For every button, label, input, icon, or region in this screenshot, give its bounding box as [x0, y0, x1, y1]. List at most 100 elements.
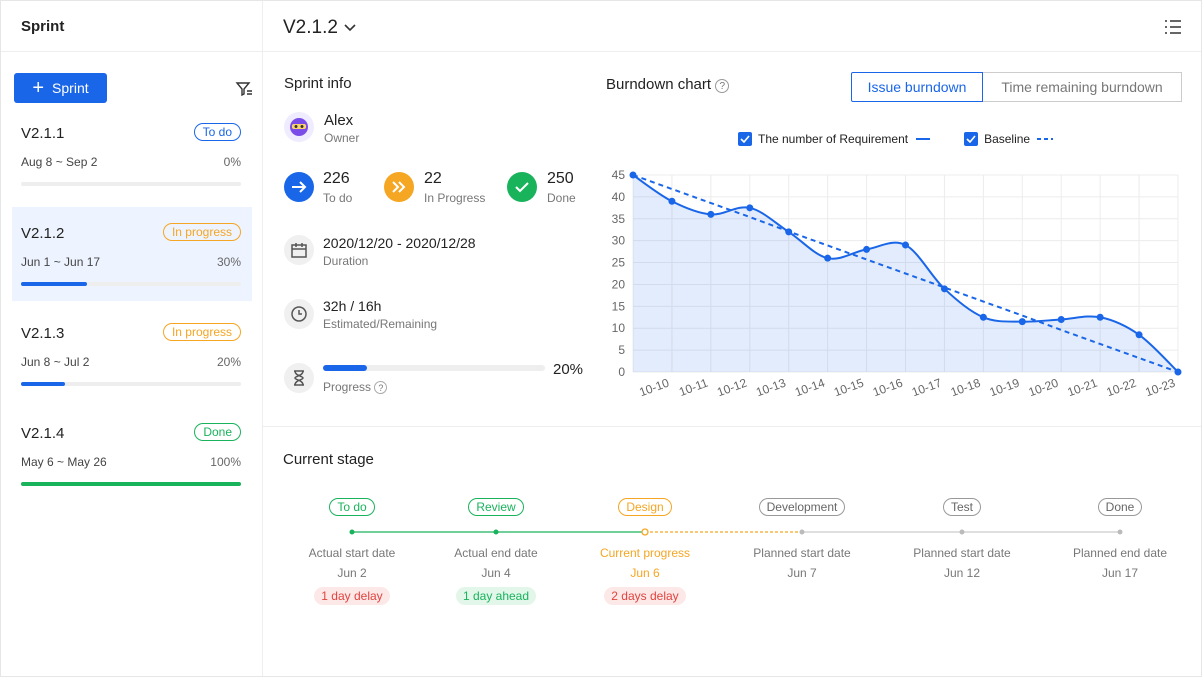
progress-track [323, 365, 545, 371]
sprint-name: V2.1.2 [21, 225, 65, 242]
date: Jun 12 [943, 566, 981, 580]
timeline [349, 528, 1123, 536]
stat-value: 22 [424, 170, 442, 187]
point [863, 245, 871, 253]
stage-pill: Development [758, 498, 846, 516]
sidebar: Sprint + Sprint V2.1.1 To do Aug 8 ~ Sep 2 0… [1, 1, 263, 676]
checkbox[interactable] [964, 132, 979, 146]
date: Jun 4 [481, 566, 511, 580]
sprint-dates: Jun 8 ~ Jul 2 [21, 355, 90, 369]
stage: Done Planned end date Jun 17 [1040, 498, 1200, 580]
stat-label: To do [323, 191, 353, 205]
y-tick-label: 15 [612, 299, 626, 313]
y-tick-label: 40 [612, 190, 626, 204]
stage-pill: Test [942, 498, 981, 516]
sprint-progress: 20% [216, 355, 241, 369]
version: V2.1.2 [283, 17, 338, 38]
x-tick-label: 10-11 [677, 376, 710, 399]
point [1135, 331, 1143, 339]
sprint-name: V2.1.4 [21, 425, 65, 442]
sprint-progress: 30% [216, 255, 241, 269]
date-label: Actual start date [308, 546, 396, 560]
y-tick-label: 35 [612, 212, 626, 226]
section-title: Sprint info [284, 75, 352, 92]
button-label: Sprint [52, 80, 89, 96]
sprint-item[interactable]: V2.1.3 In progress Jun 8 ~ Jul 2 20% [12, 307, 252, 401]
tab[interactable]: Time remaining burndown [983, 72, 1182, 102]
stage-row: Development [722, 498, 882, 516]
x-tick-label: 10-16 [871, 376, 905, 400]
baseline [632, 174, 1179, 373]
delay-tag: 1 day delay [314, 587, 390, 605]
status-tag: To do [193, 123, 241, 141]
header-title[interactable]: V2.1.2 [283, 17, 357, 39]
x-tick-label: 10-20 [1027, 376, 1061, 400]
todo-icon [284, 172, 314, 202]
sprint-item[interactable]: V2.1.4 Done May 6 ~ May 26 100% [12, 407, 252, 501]
legend-label: Baseline [984, 132, 1031, 146]
date: Jun 2 [337, 566, 367, 580]
x-tick-label: 10-10 [637, 376, 671, 400]
sprint-item[interactable]: V2.1.2 In progress Jun 1 ~ Jun 17 30% [12, 207, 252, 301]
stage-pill: Design [618, 498, 672, 516]
tab-active[interactable]: Issue burndown [851, 72, 983, 102]
sprint-dates: Jun 1 ~ Jun 17 [21, 255, 101, 269]
date: Jun 6 [630, 566, 660, 580]
date-label: Current progress [599, 546, 691, 560]
x-tick-label: 10-22 [1104, 376, 1138, 400]
checkbox[interactable] [738, 132, 752, 146]
status-tag: In progress [162, 323, 241, 341]
sprint-item[interactable]: V2.1.1 To do Aug 8 ~ Sep 2 0% [12, 107, 252, 201]
stage-pill: Done [1097, 498, 1143, 516]
x-tick-label: 10-19 [988, 376, 1022, 400]
duration: 2020/12/20 - 2020/12/28 [323, 235, 476, 251]
y-tick-label: 25 [612, 256, 626, 270]
stage-pill: To do [329, 498, 375, 516]
progress-fill [21, 482, 241, 486]
dropdown-icon [344, 24, 356, 32]
stage-row: To do [272, 498, 432, 516]
stage: Design Current progress Jun 6 2 days delay [565, 498, 725, 605]
progress-track [21, 282, 241, 286]
point [1096, 313, 1104, 321]
menu-icon[interactable] [1164, 19, 1182, 35]
progress-track [21, 382, 241, 386]
owner-name: Alex [324, 112, 354, 129]
date-label: Planned start date [913, 546, 1011, 560]
stage: To do Actual start date Jun 2 1 day delay [272, 498, 432, 605]
done-icon [507, 172, 537, 202]
estimate-label: Estimated/Remaining [323, 317, 438, 331]
divider [263, 51, 1201, 52]
legend-label: The number of Requirement [758, 132, 909, 146]
delay-tag: 1 day ahead [455, 587, 537, 605]
x-tick-label: 10-17 [910, 376, 944, 400]
filter-icon[interactable] [235, 80, 253, 98]
progress-fill [21, 382, 65, 386]
stat-label: In Progress [424, 191, 486, 205]
y-tick-label: 10 [612, 321, 626, 335]
section-title: Current stage [283, 451, 374, 468]
point [746, 204, 754, 212]
date: Jun 7 [787, 566, 817, 580]
x-tick-label: 10-23 [1143, 376, 1177, 400]
point [668, 197, 676, 205]
progress-icon [384, 172, 414, 202]
owner-role: Owner [324, 131, 360, 145]
chart-title: Burndown chart ? [606, 76, 730, 93]
stage: Review Actual end date Jun 4 1 day ahead [416, 498, 576, 605]
sprint-dates: May 6 ~ May 26 [21, 455, 107, 469]
sprint-name: V2.1.3 [21, 325, 65, 342]
x-tick-label: 10-12 [715, 376, 749, 400]
date-label: Planned start date [753, 546, 851, 560]
y-tick-label: 30 [612, 234, 626, 248]
point [940, 285, 948, 293]
stage-row: Review [416, 498, 576, 516]
point [979, 313, 987, 321]
stage-row: Done [1040, 498, 1200, 516]
stage: Test Planned start date Jun 12 [882, 498, 1042, 580]
stat-value: 250 [547, 170, 574, 187]
x-tick-label: 10-13 [754, 376, 788, 400]
add-sprint-button[interactable]: + Sprint [14, 73, 107, 103]
